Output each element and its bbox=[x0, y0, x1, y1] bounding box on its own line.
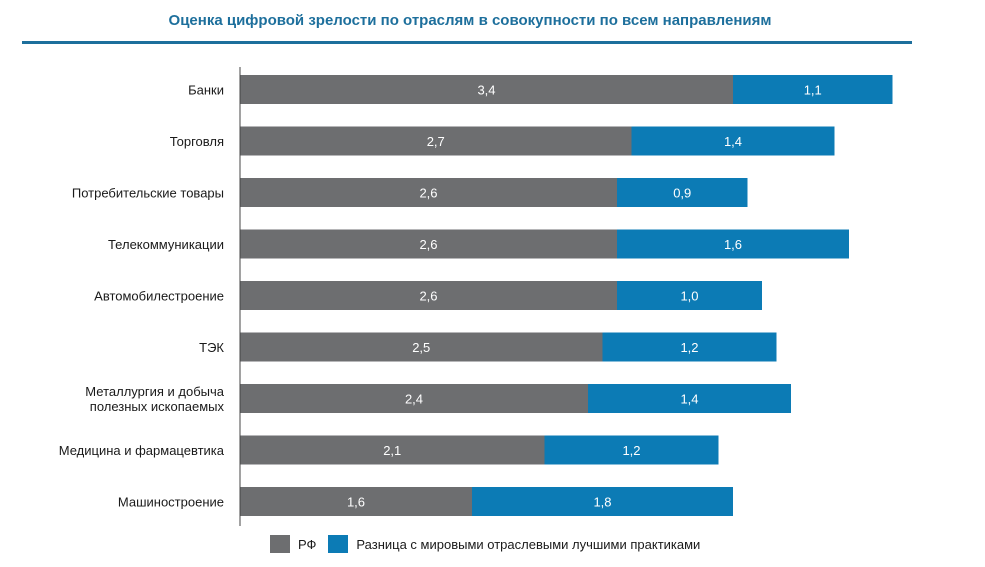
bars-layer: Банки 3,4 1,1 Торговля 2,7 1,4 Потребительские… bbox=[59, 75, 893, 516]
legend-label-gap: Разница с мировыми отраслевыми лучшими п… bbox=[356, 536, 701, 552]
legend-label-rf: РФ bbox=[298, 536, 317, 552]
data-label: 3,4 bbox=[477, 83, 495, 98]
data-label: 1,0 bbox=[680, 289, 698, 304]
data-label: 2,4 bbox=[405, 392, 423, 407]
data-label: 2,7 bbox=[427, 134, 445, 149]
bar-segment-rf bbox=[240, 229, 617, 259]
bar-segment-rf bbox=[240, 332, 603, 362]
category-label: Металлургия и добыча полезных ископаемых bbox=[85, 384, 224, 414]
data-label: 2,1 bbox=[383, 443, 401, 458]
category-label: Торговля bbox=[170, 134, 224, 149]
bar-segment-rf bbox=[240, 178, 617, 207]
bar-segment-rf bbox=[240, 75, 733, 104]
data-label: 0,9 bbox=[673, 186, 691, 201]
category-label: Медицина и фармацевтика bbox=[59, 443, 225, 458]
bar-segment-gap bbox=[602, 332, 777, 362]
data-label: 1,2 bbox=[622, 443, 640, 458]
data-label: 2,6 bbox=[419, 289, 437, 304]
legend: РФ Разница с мировыми отраслевыми лучшим… bbox=[270, 535, 712, 553]
legend-item-gap: Разница с мировыми отраслевыми лучшими п… bbox=[328, 535, 700, 553]
category-label: Автомобилестроение bbox=[94, 289, 224, 304]
bar-segment-gap bbox=[617, 229, 849, 259]
data-label: 1,1 bbox=[804, 83, 822, 98]
bar-segment-rf bbox=[240, 126, 632, 156]
title-underline bbox=[22, 41, 912, 44]
bar-chart: Банки 3,4 1,1 Торговля 2,7 1,4 Потребительские… bbox=[59, 67, 893, 526]
bar-segment-gap bbox=[733, 75, 893, 104]
category-label: Телекоммуникации bbox=[108, 237, 224, 252]
bar-segment-gap bbox=[588, 384, 791, 413]
data-label: 2,6 bbox=[419, 186, 437, 201]
data-label: 1,2 bbox=[680, 340, 698, 355]
legend-swatch-gap bbox=[328, 535, 349, 553]
data-label: 1,6 bbox=[724, 237, 742, 252]
bar-segment-rf bbox=[240, 384, 588, 413]
category-label: Машиностроение bbox=[118, 495, 224, 510]
legend-swatch-rf bbox=[270, 535, 290, 553]
bar-segment-gap bbox=[617, 281, 762, 310]
bar-segment-gap bbox=[472, 487, 733, 516]
bar-segment-rf bbox=[240, 435, 545, 465]
data-label: 1,4 bbox=[724, 134, 742, 149]
bar-segment-rf bbox=[240, 281, 617, 310]
category-label: Банки bbox=[188, 83, 224, 98]
chart-title: Оценка цифровой зрелости по отраслям в с… bbox=[168, 12, 772, 29]
bar-segment-gap bbox=[544, 435, 719, 465]
category-label: Потребительские товары bbox=[72, 186, 224, 201]
data-label: 2,6 bbox=[419, 237, 437, 252]
data-label: 1,8 bbox=[593, 495, 611, 510]
data-label: 1,6 bbox=[347, 495, 365, 510]
data-label: 2,5 bbox=[412, 340, 430, 355]
bar-segment-gap bbox=[617, 178, 748, 207]
data-label: 1,4 bbox=[680, 392, 698, 407]
legend-item-rf: РФ bbox=[270, 535, 316, 553]
bar-segment-gap bbox=[631, 126, 835, 156]
category-label: ТЭК bbox=[199, 340, 224, 355]
bar-segment-rf bbox=[240, 487, 472, 516]
